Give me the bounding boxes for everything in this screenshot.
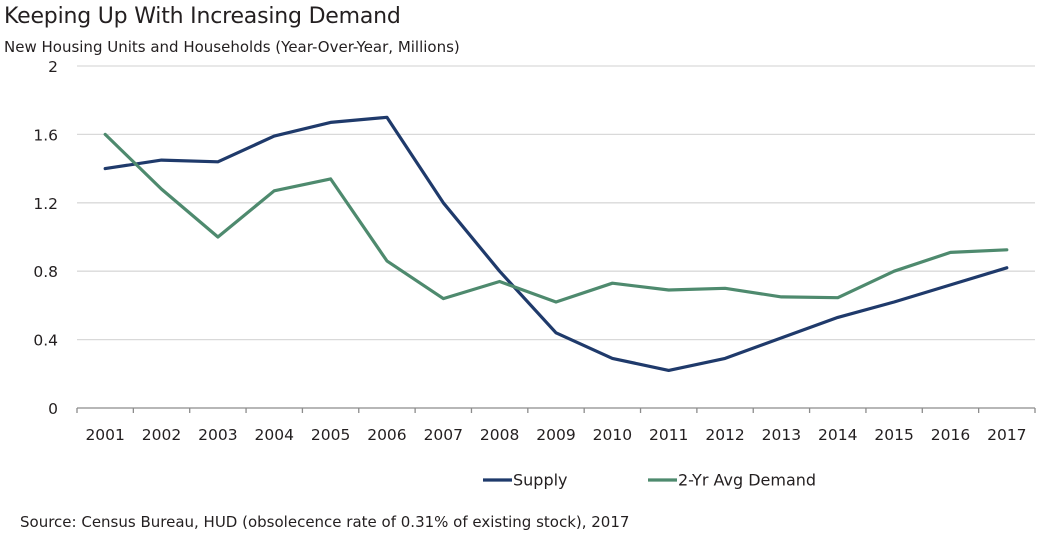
x-tick-label: 2001 — [85, 426, 124, 444]
series-lines — [103, 115, 1009, 372]
legend: Supply 2-Yr Avg Demand — [483, 471, 816, 490]
x-axis-tick-labels: 2001 2002 2003 2004 2005 2006 2007 2008 2009 2010… — [85, 426, 1026, 444]
y-tick-label: 1.6 — [33, 126, 58, 144]
legend-item: Supply — [483, 471, 568, 490]
x-tick-label: 2007 — [424, 426, 463, 444]
x-tick-label: 2005 — [311, 426, 350, 444]
legend-label: 2-Yr Avg Demand — [678, 471, 816, 490]
y-tick-label: 0.4 — [33, 332, 58, 350]
gridlines — [77, 65, 1035, 341]
y-axis-tick-labels: 0 0.4 0.8 1.2 1.6 2 — [33, 58, 58, 418]
x-tick-label: 2014 — [818, 426, 857, 444]
x-tick-label: 2009 — [536, 426, 575, 444]
legend-label: Supply — [513, 471, 568, 490]
source-note: Source: Census Bureau, HUD (obsolecence … — [20, 513, 630, 531]
legend-item: 2-Yr Avg Demand — [648, 471, 816, 490]
series-line-supply — [103, 115, 1009, 372]
chart-subtitle: New Housing Units and Households (Year-O… — [4, 38, 460, 56]
x-tick-label: 2011 — [649, 426, 688, 444]
x-tick-label: 2012 — [705, 426, 744, 444]
x-tick-label: 2016 — [931, 426, 970, 444]
x-tick-label: 2002 — [142, 426, 181, 444]
y-tick-label: 0 — [48, 400, 58, 418]
chart-title: Keeping Up With Increasing Demand — [4, 4, 401, 29]
x-tick-label: 2004 — [255, 426, 294, 444]
x-axis — [76, 407, 1036, 413]
x-tick-label: 2017 — [987, 426, 1026, 444]
x-tick-label: 2006 — [367, 426, 406, 444]
x-tick-label: 2013 — [762, 426, 801, 444]
y-tick-label: 1.2 — [33, 195, 58, 213]
x-tick-label: 2015 — [874, 426, 913, 444]
x-tick-label: 2003 — [198, 426, 237, 444]
x-tick-label: 2010 — [593, 426, 632, 444]
x-tick-label: 2008 — [480, 426, 519, 444]
series-line-2-yr-avg-demand — [103, 132, 1009, 304]
y-tick-label: 2 — [48, 58, 58, 76]
y-tick-label: 0.8 — [33, 263, 58, 281]
